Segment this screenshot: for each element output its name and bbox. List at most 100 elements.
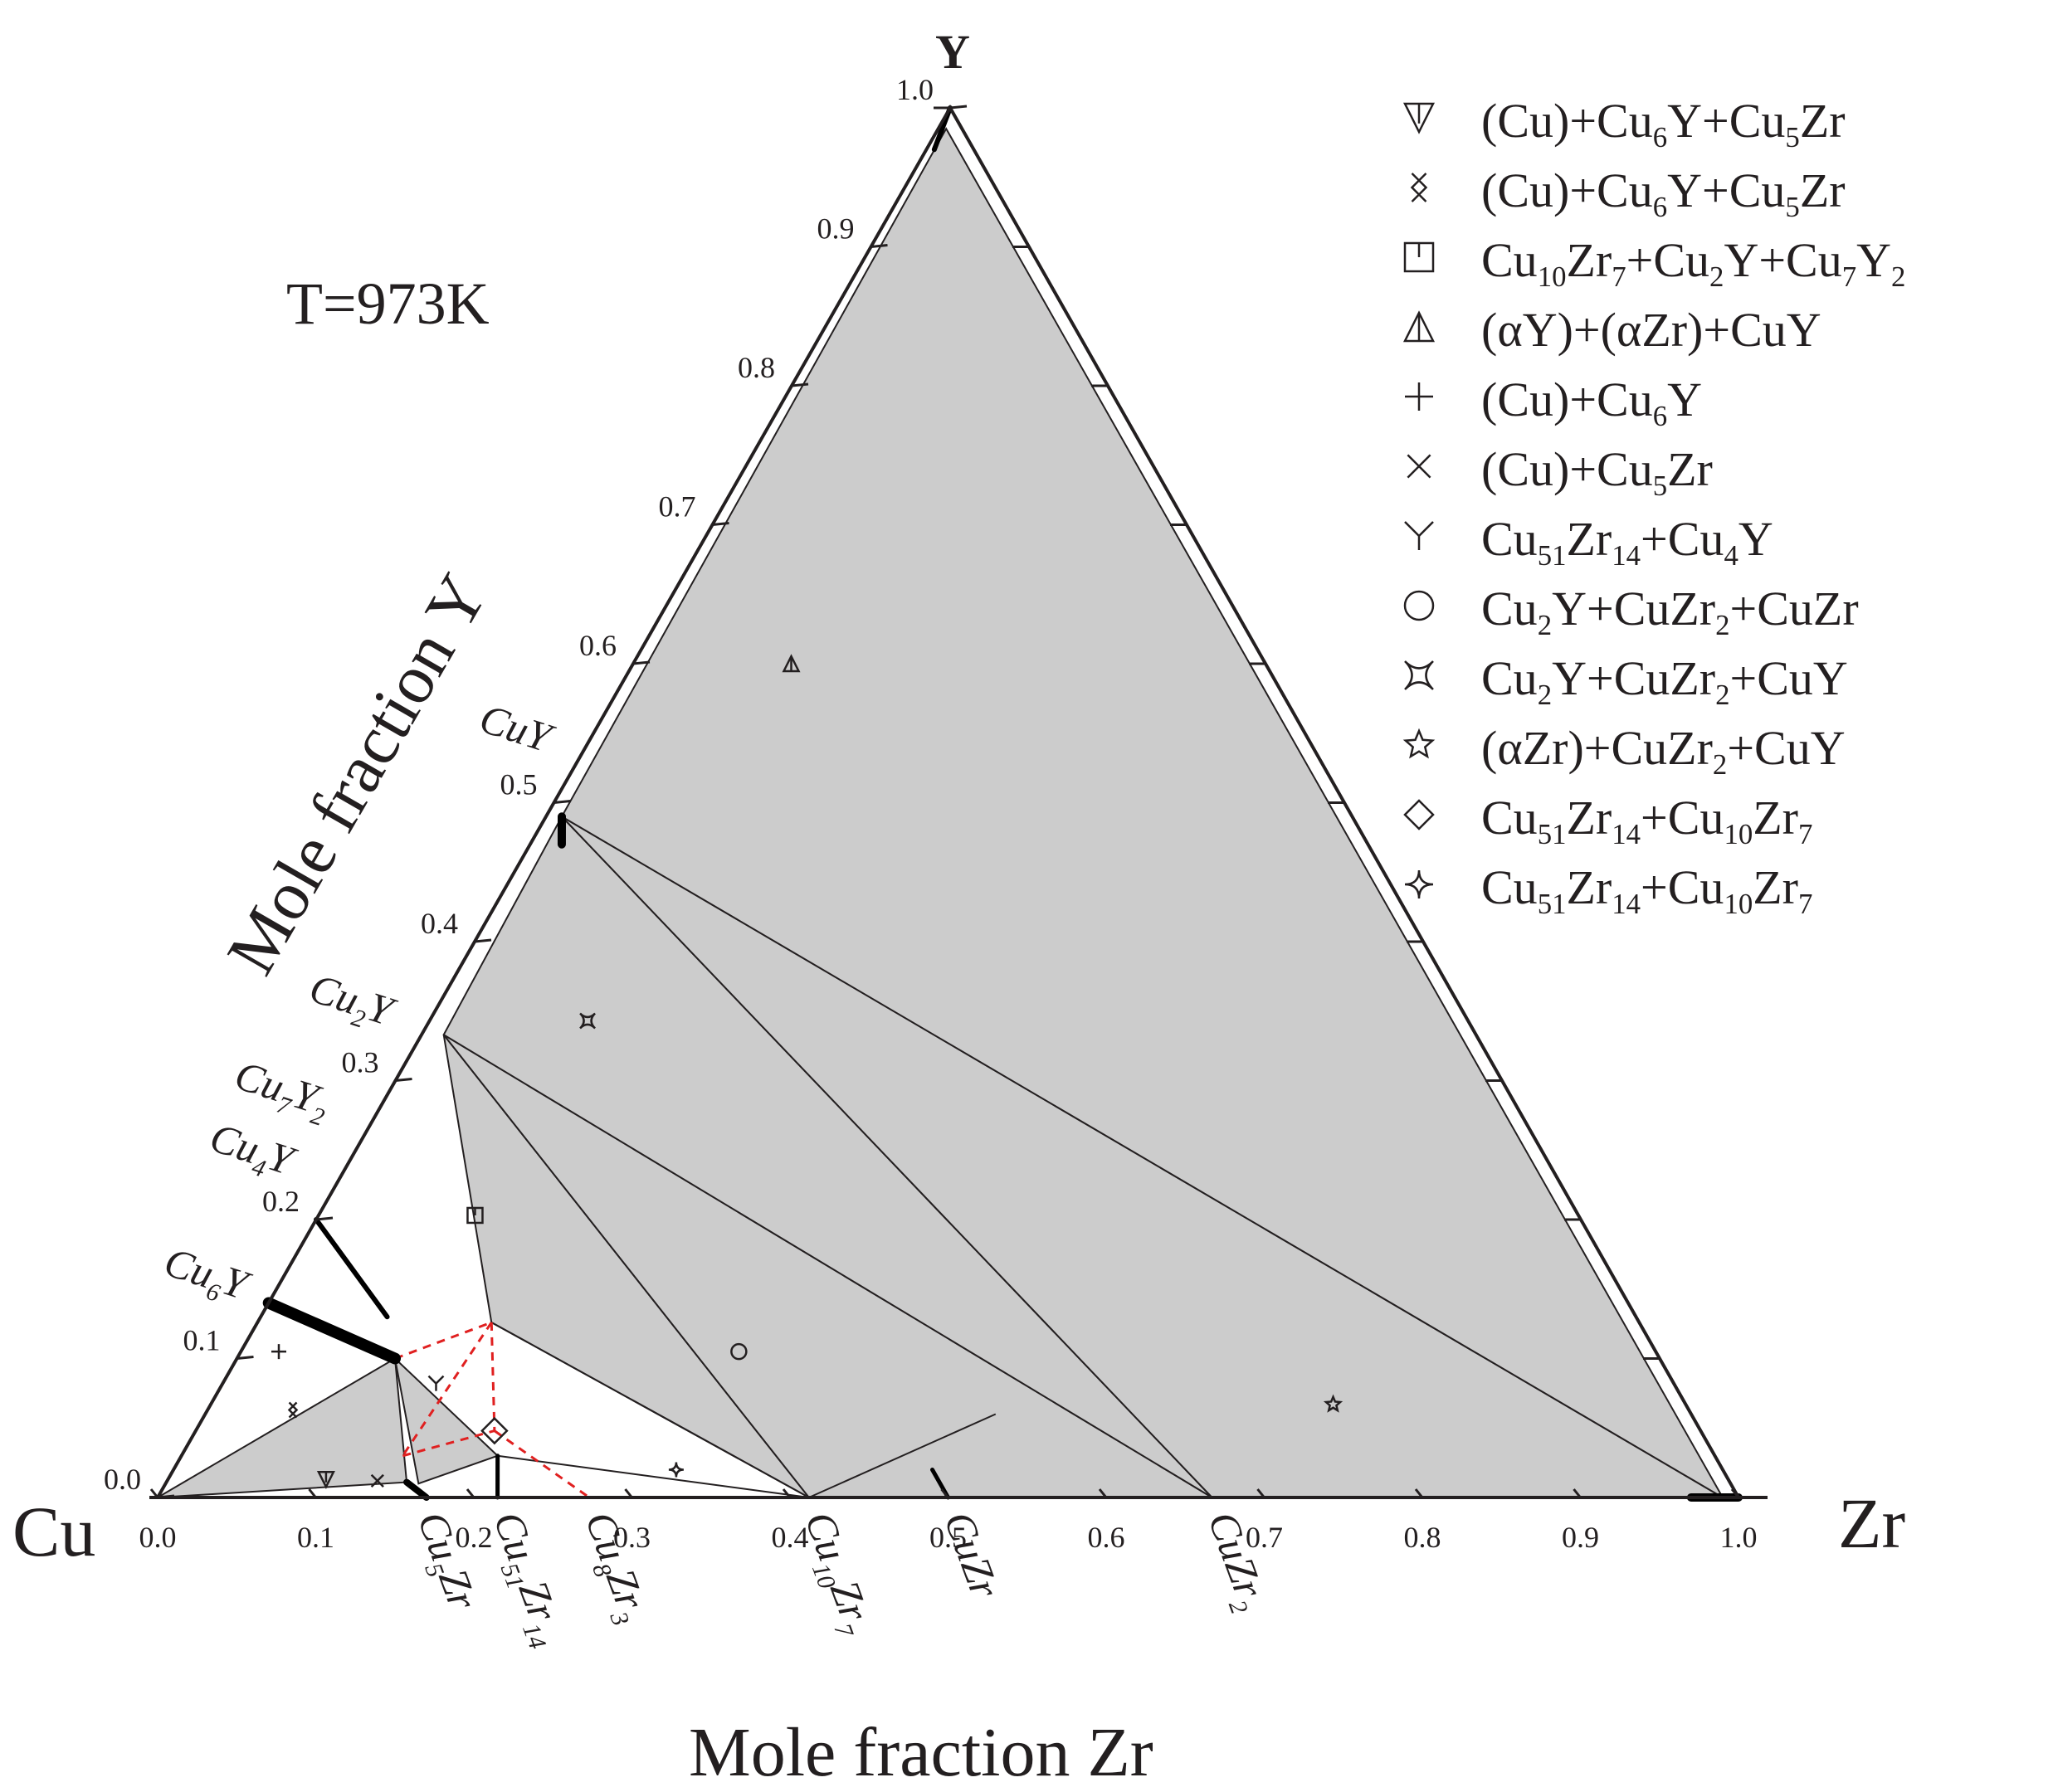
- left-tick: [791, 382, 809, 387]
- compound-label-text: CuZr: [935, 1506, 1009, 1605]
- sample-point-y: [427, 1375, 445, 1391]
- component-zr-label: Zr: [1838, 1483, 1905, 1563]
- compound-label-left: Cu4​Y: [205, 1113, 303, 1185]
- legend-item-label: Cu51​Zr14​+Cu10​Zr7​: [1481, 791, 1812, 850]
- metastable-dash-line: [394, 1321, 492, 1360]
- metastable-dash-line: [402, 1429, 495, 1458]
- compound-label-left: Cu7​Y2​: [227, 1051, 336, 1132]
- left-tick-label: 0.3: [342, 1046, 379, 1079]
- bottom-tick: [308, 1488, 317, 1498]
- left-tick-label: 0.8: [738, 351, 775, 384]
- sample-point-plus: [271, 1344, 286, 1360]
- star4-icon: [668, 1462, 684, 1478]
- legend-item-label: Cu2​Y+CuZr2​+CuY: [1481, 651, 1848, 711]
- star5-icon: [1323, 1394, 1343, 1413]
- axis-title-bottom: Mole fraction Zr: [689, 1714, 1153, 1791]
- bottom-tick: [466, 1488, 475, 1498]
- left-tick-label: 0.5: [500, 768, 538, 801]
- legend-marker-plus: [1405, 382, 1433, 411]
- bottom-tick: [1414, 1488, 1424, 1498]
- left-tick: [237, 1356, 254, 1360]
- bottom-tick-label: 0.3: [613, 1521, 651, 1554]
- axis-ticks: 0.0 0.0 0.1 0.1 0.2 0.2 0.3 0.3 0.4 0.4 0.5 0.5 0.6 0…: [104, 73, 1758, 1554]
- bottom-tick: [1730, 1488, 1740, 1498]
- sample-point-star5: [1323, 1394, 1343, 1413]
- plus-icon: [271, 1344, 286, 1360]
- legend-marker-square-bar: [1403, 241, 1435, 273]
- compound-label-bottom: CuZr: [935, 1506, 1009, 1605]
- legend-item-label: (Cu)+Cu6​Y+Cu5​Zr: [1481, 163, 1846, 223]
- bottom-tick: [1098, 1488, 1108, 1498]
- bottom-tick-label: 0.8: [1404, 1521, 1441, 1554]
- x-icon: [370, 1473, 384, 1488]
- legend-item-label: Cu51​Zr14​+Cu10​Zr7​: [1481, 860, 1812, 920]
- component-y-label: Y: [935, 25, 970, 79]
- compound-label-text: CuY: [475, 694, 561, 762]
- star4-icon: [1404, 869, 1434, 899]
- tie-line: [808, 1413, 997, 1498]
- sample-point-triangle-down-bar: [316, 1470, 335, 1490]
- sample-point-double-x: [287, 1401, 299, 1419]
- legend-marker-star4-square: [1404, 660, 1434, 690]
- left-tick-label: 0.6: [579, 629, 617, 662]
- legend-item-label: (Cu)+Cu6​Y+Cu5​Zr: [1481, 94, 1846, 153]
- sample-point-diamond: [480, 1416, 509, 1445]
- sample-point-triangle-up-bar: [782, 654, 801, 673]
- legend-marker-diamond: [1403, 799, 1435, 830]
- star4-square-icon: [1404, 660, 1434, 690]
- legend-marker-y: [1404, 521, 1434, 550]
- three-phase-region: [393, 1356, 500, 1485]
- circle-icon: [730, 1342, 748, 1361]
- star5-icon: [1402, 728, 1436, 759]
- circle-icon: [1403, 590, 1435, 621]
- three-phase-region: [157, 1356, 408, 1498]
- bottom-tick-label: 0.7: [1246, 1521, 1283, 1554]
- left-tick: [474, 938, 492, 943]
- legend-marker-triangle-down-bar: [1402, 102, 1436, 134]
- left-tick: [157, 1494, 175, 1499]
- left-tick-label: 0.4: [421, 907, 458, 940]
- left-tick-label: 0.0: [104, 1463, 141, 1496]
- bottom-tick-label: 0.5: [929, 1521, 967, 1554]
- left-tick: [870, 244, 888, 248]
- axis-title-left: Mole fraction Y: [212, 562, 503, 986]
- metastable-dash-line: [494, 1429, 590, 1499]
- compound-label-text: Cu51​Zr14​: [479, 1506, 576, 1653]
- bottom-tick: [782, 1488, 792, 1498]
- y-icon: [427, 1375, 445, 1391]
- left-tick: [949, 105, 968, 110]
- left-tick: [632, 660, 651, 665]
- metastable-dash-line: [490, 1322, 496, 1431]
- legend-marker-star4: [1404, 869, 1434, 899]
- double-x-icon: [1410, 173, 1428, 202]
- phase-regions: [157, 105, 1743, 1502]
- tie-line: [490, 1322, 810, 1498]
- compound-label-bottom: Cu10​Zr7​: [797, 1506, 883, 1643]
- bottom-tick-label: 0.0: [139, 1521, 177, 1554]
- three-phase-region: [560, 127, 1725, 1500]
- temperature-label: T=973K: [286, 270, 490, 337]
- plus-icon: [1405, 382, 1433, 411]
- left-tick-label: 1.0: [896, 73, 934, 106]
- bottom-tick: [940, 1488, 949, 1498]
- legend-marker-star5: [1402, 728, 1436, 759]
- legend-item-label: (Cu)+Cu5​Zr: [1481, 442, 1713, 502]
- sample-points: [271, 654, 1343, 1490]
- diamond-icon: [1403, 799, 1435, 830]
- compound-label-left: CuY: [475, 694, 561, 762]
- bottom-tick: [1256, 1488, 1265, 1498]
- legend: (Cu)+Cu6​Y+Cu5​Zr (Cu)+Cu6​Y+Cu5​Zr Cu10​Z…: [1402, 94, 1905, 920]
- compound-label-text: Cu7​Y2​: [227, 1051, 335, 1132]
- legend-marker-x: [1407, 454, 1431, 479]
- legend-item-label: Cu51​Zr14​+Cu4​Y: [1481, 512, 1773, 572]
- left-tick: [315, 1216, 334, 1221]
- left-tick-label: 0.1: [183, 1324, 221, 1357]
- bottom-tick-label: 1.0: [1720, 1521, 1758, 1554]
- compound-homogeneity-range: [262, 1297, 401, 1365]
- sample-point-x: [370, 1473, 384, 1488]
- sample-point-square-bar: [466, 1206, 484, 1225]
- left-tick-label: 0.2: [262, 1185, 300, 1218]
- sample-point-star4-square: [579, 1012, 596, 1030]
- left-tick: [395, 1078, 412, 1082]
